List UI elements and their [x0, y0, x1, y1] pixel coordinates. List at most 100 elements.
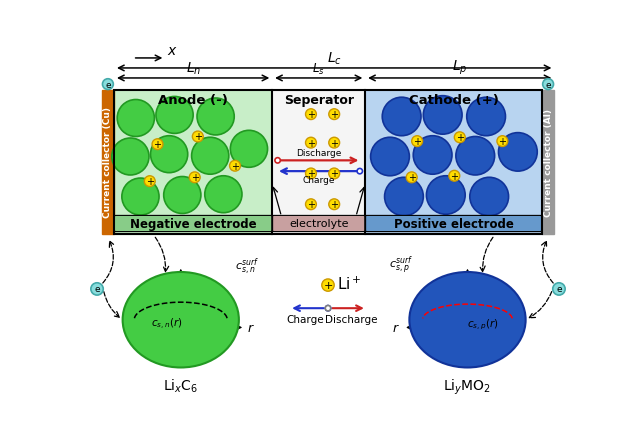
Circle shape	[470, 178, 509, 216]
Text: +: +	[330, 110, 338, 120]
Circle shape	[371, 138, 410, 176]
Bar	[272, 91, 365, 234]
Text: Charge: Charge	[286, 315, 324, 325]
Text: $r$: $r$	[392, 321, 400, 334]
Text: +: +	[330, 169, 338, 179]
Text: Positive electrode: Positive electrode	[394, 218, 513, 230]
Circle shape	[325, 306, 331, 311]
Text: +: +	[231, 161, 239, 171]
Circle shape	[329, 169, 340, 179]
Circle shape	[117, 100, 154, 137]
Text: $L_n$: $L_n$	[186, 61, 201, 77]
Bar	[114, 91, 542, 234]
Circle shape	[156, 97, 193, 134]
Circle shape	[305, 199, 316, 210]
Circle shape	[164, 177, 201, 214]
Text: +: +	[194, 132, 202, 142]
Circle shape	[191, 138, 229, 175]
Text: +: +	[330, 200, 338, 210]
Text: +: +	[307, 200, 315, 210]
Circle shape	[322, 279, 334, 291]
Circle shape	[413, 136, 452, 175]
Text: $c_{s,n}(r)$: $c_{s,n}(r)$	[151, 316, 182, 331]
Circle shape	[230, 161, 241, 172]
Circle shape	[275, 158, 280, 164]
Bar	[542, 91, 554, 234]
Text: $\mathrm{Li}_y\mathrm{MO}_2$: $\mathrm{Li}_y\mathrm{MO}_2$	[444, 377, 492, 396]
Circle shape	[152, 139, 163, 150]
Circle shape	[329, 199, 340, 210]
Ellipse shape	[123, 272, 239, 368]
Text: e: e	[105, 81, 111, 89]
Circle shape	[553, 283, 565, 295]
Circle shape	[197, 99, 234, 135]
FancyBboxPatch shape	[365, 216, 541, 232]
Circle shape	[193, 132, 204, 143]
Circle shape	[145, 176, 155, 187]
Bar	[365, 91, 542, 234]
Circle shape	[305, 169, 316, 179]
Text: Current collector (Cu): Current collector (Cu)	[104, 107, 113, 218]
Text: Anode (-): Anode (-)	[158, 94, 228, 107]
Text: Seperator: Seperator	[284, 94, 354, 107]
Circle shape	[230, 131, 268, 168]
Text: $c_{s,p}(r)$: $c_{s,p}(r)$	[467, 317, 499, 331]
Circle shape	[91, 283, 103, 295]
Text: +: +	[330, 138, 338, 148]
Text: Negative electrode: Negative electrode	[130, 218, 257, 230]
Text: electrolyte: electrolyte	[289, 219, 348, 229]
Circle shape	[112, 139, 149, 176]
Text: Discharge: Discharge	[296, 148, 341, 157]
Circle shape	[329, 109, 340, 120]
FancyBboxPatch shape	[115, 216, 272, 232]
Circle shape	[305, 138, 316, 149]
Text: Discharge: Discharge	[325, 315, 378, 325]
Bar	[114, 91, 272, 234]
Text: $c_{s,n}^{surf}$: $c_{s,n}^{surf}$	[235, 255, 259, 276]
Text: +: +	[307, 138, 315, 148]
Text: +: +	[456, 133, 464, 143]
Text: Current collector (Al): Current collector (Al)	[543, 109, 552, 216]
Text: $\mathrm{Li}_x\mathrm{C}_6$: $\mathrm{Li}_x\mathrm{C}_6$	[163, 377, 198, 394]
Circle shape	[357, 169, 362, 174]
FancyBboxPatch shape	[273, 216, 365, 232]
Text: +: +	[499, 137, 506, 147]
Text: $L_s$: $L_s$	[312, 62, 325, 77]
Circle shape	[499, 133, 537, 172]
Text: +: +	[191, 173, 198, 183]
Text: $c_{s,p}^{surf}$: $c_{s,p}^{surf}$	[388, 254, 413, 276]
Text: e: e	[94, 285, 100, 294]
Circle shape	[325, 306, 331, 311]
Text: Charge: Charge	[303, 176, 335, 184]
Text: $r$: $r$	[246, 321, 255, 334]
Text: $L_p$: $L_p$	[452, 59, 467, 77]
Text: +: +	[307, 110, 315, 120]
Bar	[102, 91, 114, 234]
Text: $\mathrm{Li}^+$: $\mathrm{Li}^+$	[337, 275, 362, 293]
Circle shape	[543, 80, 554, 90]
Text: $x$: $x$	[167, 44, 177, 58]
Circle shape	[412, 136, 422, 147]
Circle shape	[122, 178, 159, 216]
Ellipse shape	[410, 272, 525, 368]
Circle shape	[205, 176, 242, 213]
Circle shape	[426, 176, 465, 215]
Circle shape	[150, 136, 188, 173]
Circle shape	[329, 138, 340, 149]
Text: e: e	[556, 285, 562, 294]
Text: $L_c$: $L_c$	[326, 51, 342, 67]
Text: +: +	[146, 177, 154, 187]
Circle shape	[189, 173, 200, 183]
Text: Cathode (+): Cathode (+)	[408, 94, 499, 107]
Circle shape	[423, 96, 462, 135]
Text: +: +	[413, 137, 421, 147]
Circle shape	[454, 132, 465, 143]
Circle shape	[406, 173, 417, 183]
Circle shape	[467, 98, 506, 136]
Text: e: e	[545, 81, 551, 89]
Circle shape	[497, 136, 508, 147]
Text: +: +	[451, 171, 458, 181]
Circle shape	[456, 137, 495, 176]
Circle shape	[449, 171, 460, 182]
Text: +: +	[408, 173, 416, 183]
